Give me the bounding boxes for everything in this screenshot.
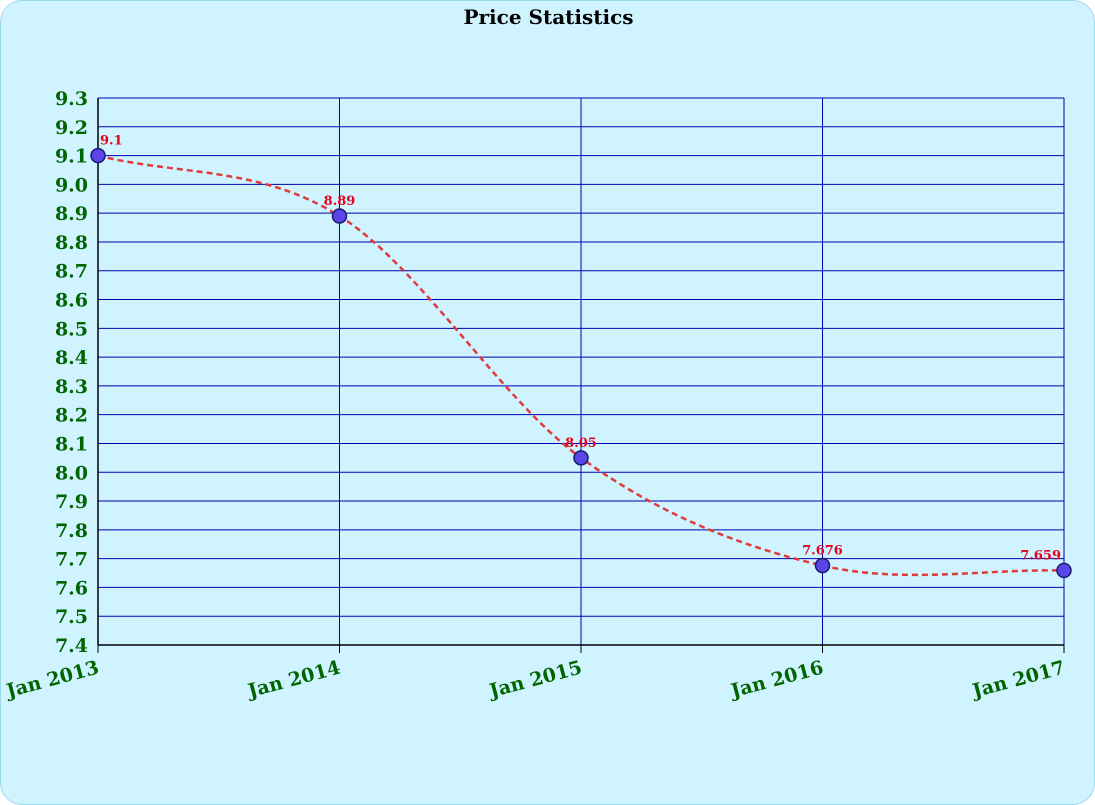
axis-layer: 7.4 7.5 7.6 7.7 7.8 7.9 8.0 8.1 8.2 8.3 8.4 8.5 8.6 8… <box>2 88 1067 703</box>
y-tick-label: 9.1 <box>55 146 88 168</box>
data-label: 7.676 <box>802 544 843 559</box>
y-tick-label: 8.4 <box>55 347 88 369</box>
point-layer <box>90 147 1072 579</box>
y-tick-label: 7.9 <box>55 491 88 513</box>
data-label: 8.05 <box>565 436 597 451</box>
x-tick-label: Jan 2013 <box>2 657 101 703</box>
data-point[interactable] <box>1056 562 1072 579</box>
y-tick-label: 7.7 <box>55 549 88 571</box>
y-tick-label: 9.0 <box>55 174 88 196</box>
x-tick-label: Jan 2016 <box>727 657 826 703</box>
data-point[interactable] <box>573 450 589 466</box>
line-layer <box>97 154 1065 577</box>
data-label: 7.659 <box>1020 548 1061 563</box>
y-tick-label: 8.6 <box>55 290 88 312</box>
data-point[interactable] <box>90 147 106 164</box>
y-tick-label: 9.2 <box>55 117 88 139</box>
grid-layer <box>97 97 1065 646</box>
data-point[interactable] <box>814 557 831 574</box>
x-tick-label: Jan 2017 <box>968 657 1067 703</box>
y-tick-label: 9.3 <box>55 88 88 110</box>
label-layer: 9.1 8.89 8.05 7.676 7.659 <box>100 134 1061 564</box>
x-tick-label: Jan 2014 <box>244 657 343 703</box>
y-tick-label: 7.6 <box>55 577 88 599</box>
y-tick-label: 8.9 <box>55 203 88 225</box>
chart-title: Price Statistics <box>463 5 634 29</box>
y-tick-label: 7.5 <box>55 606 88 628</box>
y-tick-label: 8.3 <box>55 376 88 398</box>
y-tick-label: 7.4 <box>55 635 88 657</box>
y-tick-label: 8.8 <box>55 232 88 254</box>
y-tick-label: 8.5 <box>55 318 88 340</box>
y-tick-label: 8.0 <box>55 462 88 484</box>
y-tick-label: 8.2 <box>55 405 88 427</box>
data-point[interactable] <box>331 208 348 224</box>
y-tick-label: 7.8 <box>55 520 88 542</box>
x-tick-label: Jan 2015 <box>485 657 584 703</box>
y-tick-label: 8.1 <box>55 433 88 455</box>
y-tick-label: 8.7 <box>55 261 88 283</box>
data-label: 8.89 <box>324 194 356 209</box>
series-line <box>97 154 1065 577</box>
data-label: 9.1 <box>100 134 123 149</box>
